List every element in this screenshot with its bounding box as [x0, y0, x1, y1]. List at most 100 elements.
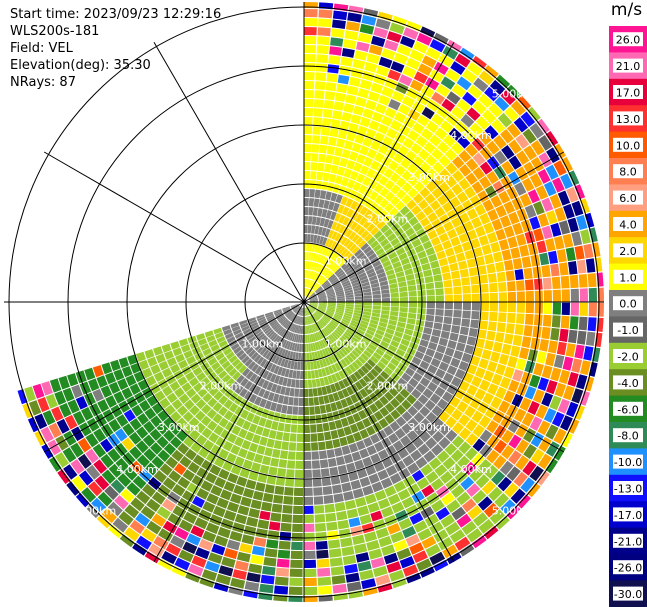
velocity-gate	[495, 515, 510, 530]
velocity-gate	[561, 289, 570, 302]
velocity-gate	[165, 456, 179, 469]
velocity-gate	[292, 315, 298, 323]
velocity-gate	[448, 127, 462, 141]
velocity-gate	[333, 493, 344, 503]
velocity-gate	[236, 374, 245, 384]
velocity-gate	[315, 540, 328, 550]
velocity-gate	[412, 155, 425, 168]
velocity-gate	[354, 296, 363, 300]
velocity-gate	[370, 557, 386, 569]
velocity-gate	[453, 244, 464, 255]
velocity-gate	[304, 216, 308, 225]
velocity-gate	[256, 314, 265, 319]
velocity-gate	[136, 490, 151, 505]
velocity-gate	[423, 370, 434, 381]
velocity-gate	[508, 450, 522, 465]
velocity-gate	[224, 332, 234, 340]
velocity-gate	[317, 293, 326, 297]
velocity-gate	[397, 377, 408, 388]
velocity-gate	[304, 188, 310, 198]
velocity-gate	[360, 278, 369, 284]
velocity-gate	[299, 316, 302, 325]
velocity-gate	[171, 449, 184, 462]
velocity-gate	[497, 112, 513, 128]
velocity-gate	[92, 388, 104, 402]
velocity-gate	[253, 385, 262, 396]
velocity-gate	[167, 513, 182, 526]
velocity-gate	[222, 440, 234, 452]
velocity-gate	[306, 307, 311, 315]
velocity-gate	[207, 397, 218, 408]
velocity-gate	[413, 181, 425, 193]
colorbar-label: 10.0	[616, 139, 641, 152]
velocity-gate	[406, 20, 422, 32]
velocity-gate	[352, 534, 365, 545]
velocity-gate	[93, 428, 107, 443]
velocity-gate	[390, 409, 401, 420]
velocity-gate	[329, 322, 337, 329]
velocity-gate	[384, 514, 398, 527]
velocity-gate	[227, 433, 238, 444]
velocity-gate	[466, 384, 478, 396]
velocity-gate	[500, 89, 516, 106]
velocity-gate	[507, 312, 516, 324]
velocity-gate	[551, 411, 565, 427]
velocity-gate	[328, 539, 341, 549]
velocity-gate	[395, 393, 406, 404]
ppi-plot: 1.00km1.00km1.00km2.00km2.00km2.00km3.00…	[4, 1, 605, 603]
velocity-gate	[332, 282, 341, 288]
velocity-gate	[368, 381, 378, 392]
velocity-gate	[295, 460, 304, 469]
velocity-gate	[317, 27, 331, 37]
velocity-gate	[313, 313, 319, 321]
velocity-gate	[303, 442, 311, 451]
velocity-gate	[258, 368, 266, 377]
velocity-gate	[117, 473, 132, 488]
velocity-gate	[435, 507, 450, 521]
velocity-gate	[62, 387, 75, 402]
velocity-gate	[273, 309, 282, 313]
velocity-gate	[72, 411, 86, 426]
velocity-gate	[338, 370, 346, 380]
velocity-gate	[406, 394, 417, 405]
velocity-gate	[481, 349, 492, 360]
velocity-gate	[529, 374, 541, 388]
velocity-gate	[286, 460, 296, 469]
velocity-gate	[340, 417, 349, 427]
velocity-gate	[390, 302, 400, 307]
velocity-gate	[97, 491, 113, 507]
velocity-gate	[394, 266, 404, 274]
velocity-gate	[279, 531, 292, 541]
velocity-gate	[345, 229, 353, 238]
velocity-gate	[424, 193, 436, 205]
velocity-gate	[316, 235, 321, 244]
velocity-gate	[279, 338, 286, 347]
velocity-gate	[304, 162, 311, 171]
velocity-gate	[230, 464, 242, 476]
velocity-gate	[445, 416, 457, 429]
velocity-gate	[491, 119, 506, 134]
velocity-gate	[295, 306, 301, 314]
velocity-gate	[280, 367, 287, 377]
velocity-gate	[554, 207, 567, 222]
velocity-gate	[319, 236, 325, 245]
velocity-gate	[252, 414, 261, 425]
velocity-gate	[393, 152, 405, 164]
velocity-gate	[254, 343, 263, 351]
velocity-gate	[335, 255, 343, 264]
velocity-gate	[393, 353, 403, 362]
velocity-gate	[266, 381, 274, 391]
velocity-gate	[289, 313, 296, 321]
velocity-gate	[472, 489, 487, 504]
velocity-gate	[230, 444, 241, 456]
velocity-gate	[494, 150, 508, 165]
velocity-gate	[326, 521, 338, 531]
velocity-gate	[188, 563, 204, 577]
velocity-gate	[477, 190, 490, 203]
velocity-gate	[321, 118, 332, 127]
velocity-gate	[467, 61, 483, 77]
velocity-gate	[494, 492, 510, 508]
velocity-gate	[398, 286, 408, 293]
velocity-gate	[311, 144, 320, 153]
velocity-gate	[288, 312, 295, 320]
